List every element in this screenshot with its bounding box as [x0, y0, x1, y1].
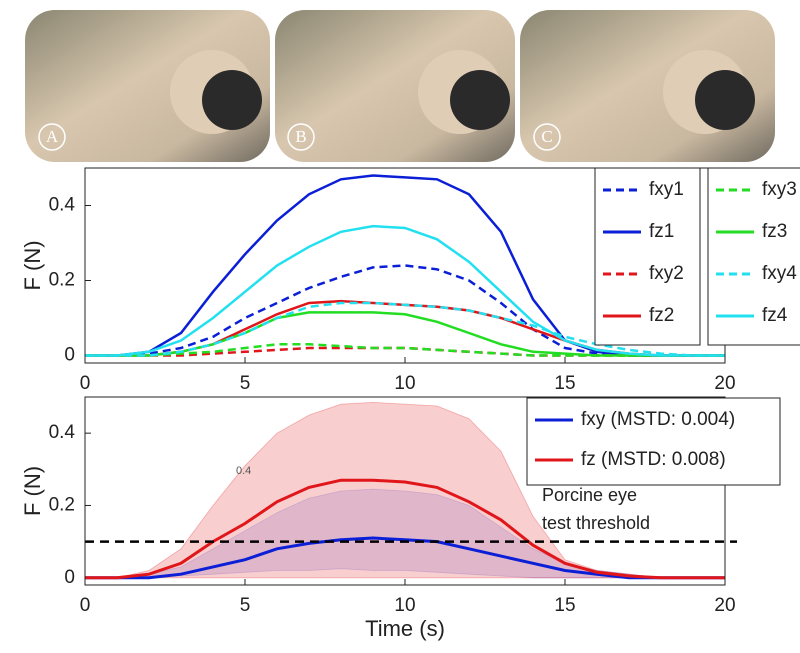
panel-label: B	[295, 127, 306, 146]
panel-label: C	[541, 127, 552, 146]
mean-line	[85, 536, 725, 580]
y-axis-label: F (N)	[20, 466, 45, 516]
threshold-label: Porcine eye	[542, 485, 637, 505]
y-axis-label: F (N)	[20, 240, 45, 290]
photo-b: B	[275, 10, 515, 162]
x-tick-label: 10	[394, 595, 415, 616]
series-line	[85, 224, 725, 357]
x-tick-label: 20	[714, 373, 735, 394]
y-tick-label: 0.2	[49, 270, 75, 291]
legend-label: fxy (MSTD: 0.004)	[581, 409, 735, 430]
x-tick-label: 15	[554, 373, 575, 394]
y-tick-label: 0	[64, 567, 75, 588]
y-tick-label: 0.4	[49, 195, 76, 216]
legend-box	[594, 167, 701, 346]
x-tick-label: 15	[554, 595, 575, 616]
x-tick-label: 20	[714, 595, 735, 616]
legend-label: fz (MSTD: 0.008)	[581, 449, 726, 470]
mean-line	[85, 478, 725, 580]
legend-label: fz3	[762, 221, 787, 242]
legend-label: fxy3	[762, 179, 797, 200]
legend-label: fxy1	[649, 179, 684, 200]
legend-label: fxy2	[649, 263, 684, 284]
threshold-label: test threshold	[542, 513, 650, 533]
series-line	[85, 301, 725, 357]
y-tick-label: 0	[64, 345, 75, 366]
x-tick-label: 5	[240, 595, 251, 616]
panel-label: A	[46, 127, 59, 146]
legend-label: fz4	[762, 305, 788, 326]
plot-frame	[84, 396, 726, 586]
legend-label: fxy4	[762, 263, 797, 284]
x-tick-label: 0	[80, 595, 91, 616]
legend-label: fz2	[649, 305, 674, 326]
x-tick-label: 0	[80, 373, 91, 394]
y-tick-label: 0.4	[49, 422, 76, 443]
x-axis-label: Time (s)	[365, 616, 445, 641]
x-tick-label: 5	[240, 373, 251, 394]
photo-c: C	[520, 10, 775, 162]
legend-box	[526, 397, 781, 486]
std-band	[85, 401, 725, 579]
photo-a: A	[25, 10, 270, 162]
x-tick-label: 10	[394, 373, 415, 394]
y-tick-label: 0.2	[49, 494, 75, 515]
legend-label: fz1	[649, 221, 674, 242]
annotation: 0.4	[236, 465, 251, 477]
